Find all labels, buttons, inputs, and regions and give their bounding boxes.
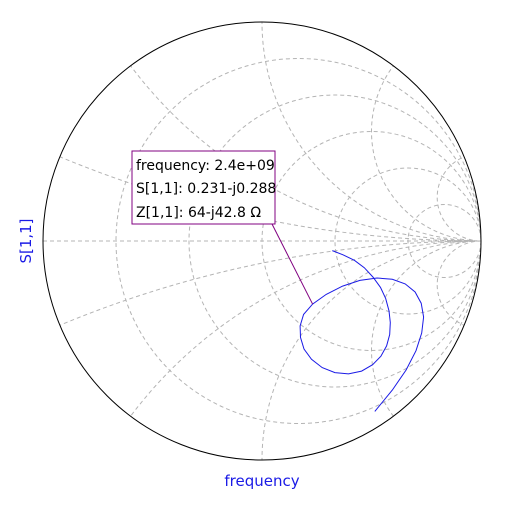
- annotation-box: [131, 150, 276, 225]
- grid-resistance-circle: [407, 204, 481, 278]
- annotation-line-frequency: frequency: 2.4e+09: [136, 158, 275, 174]
- y-axis-label: S[1,1]: [17, 218, 35, 263]
- annotation-leader: [271, 223, 314, 305]
- s11-trace: [299, 250, 425, 412]
- annotation-line-z11: Z[1,1]: 64-j42.8 Ω: [136, 205, 261, 221]
- grid-reactance-arc: [261, 240, 481, 460]
- grid-reactance-arc: [371, 240, 481, 460]
- grid-resistance-circle: [188, 94, 481, 388]
- annotation-line-s11: S[1,1]: 0.231-j0.288: [136, 181, 276, 197]
- grid-reactance-arc: [371, 22, 481, 242]
- grid-reactance-arc: [436, 240, 481, 330]
- grid-resistance-circle: [334, 167, 481, 315]
- outer-circle: [42, 21, 482, 461]
- x-axis-label: frequency: [224, 472, 299, 490]
- grid-reactance-arc: [261, 22, 481, 242]
